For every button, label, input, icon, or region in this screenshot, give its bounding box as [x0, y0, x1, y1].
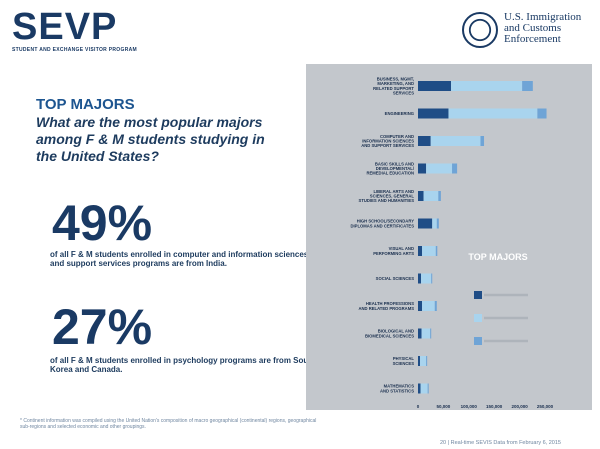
page-note: 20 | Real-time SEVIS Data from February …	[440, 440, 561, 446]
category-label: RELATED SUPPORT	[373, 86, 414, 91]
category-label: MATHEMATICS	[384, 384, 415, 389]
stat-1-value: 49%	[52, 195, 153, 251]
bar-segment	[418, 81, 452, 91]
category-label: AND STATISTICS	[380, 388, 414, 393]
bar-segment	[426, 163, 453, 174]
stat-2-text: of all F & M students enrolled in psycho…	[50, 356, 316, 374]
x-tick-label: 100,000	[461, 404, 478, 409]
category-label: HIGH SCHOOL/SECONDARY	[357, 219, 415, 224]
category-label: HEALTH PROFESSIONS	[366, 301, 414, 306]
agency-line-1: U.S. Immigration	[504, 11, 582, 23]
bar-segment	[480, 136, 485, 146]
bar-segment	[418, 273, 422, 284]
category-label: BUSINESS, MGMT,	[377, 77, 414, 82]
category-label: DIPLOMAS AND CERTIFICATES	[350, 223, 414, 228]
category-label: BIOLOGICAL AND	[378, 329, 414, 334]
category-label: REMEDIAL EDUCATION	[366, 171, 414, 176]
x-tick-label: 200,000	[511, 404, 528, 409]
bar-segment	[426, 356, 428, 366]
bar-segment	[522, 81, 533, 91]
dhs-seal-icon	[462, 12, 498, 48]
bar-segment	[418, 301, 423, 311]
bar-segment	[434, 301, 437, 311]
agency-line-2: and Customs	[504, 22, 562, 34]
bar-segment	[418, 108, 449, 119]
category-label: SERVICES	[393, 90, 414, 95]
section-heading: TOP MAJORS	[36, 96, 135, 113]
category-label: LIBERAL ARTS AND	[373, 189, 414, 194]
stat-1-text: of all F & M students enrolled in comput…	[50, 250, 309, 268]
legend-swatch	[474, 337, 482, 345]
logo-title: SEVP	[12, 6, 118, 48]
bar-segment	[420, 383, 428, 394]
category-label: SOCIAL SCIENCES	[376, 276, 415, 281]
category-label: PERFORMING ARTS	[373, 251, 414, 256]
bar-segment	[418, 191, 424, 201]
bar-segment	[452, 163, 458, 174]
category-label: PHYSICAL	[393, 356, 415, 361]
bar-segment	[418, 246, 423, 256]
category-label: AND RELATED PROGRAMS	[358, 306, 414, 311]
category-label: BASIC SKILLS AND	[375, 161, 414, 166]
agency-line-3: Enforcement	[504, 33, 561, 45]
question-text: What are the most popular majors among F…	[36, 114, 265, 164]
bar-segment	[418, 328, 422, 339]
bar-segment	[418, 218, 433, 229]
bar-segment	[423, 191, 439, 201]
bar-segment	[418, 383, 421, 394]
bar-segment	[427, 383, 429, 394]
legend-swatch	[474, 291, 482, 299]
category-label: AND SUPPORT SERVICES	[361, 143, 414, 148]
legend-title: TOP MAJORS	[468, 252, 527, 262]
bar-segment	[438, 191, 441, 201]
category-label: INFORMATION SCIENCES	[362, 139, 414, 144]
bar-segment	[435, 246, 438, 256]
bar-segment	[430, 136, 481, 146]
bar-segment	[418, 163, 427, 174]
footnote: * Continent information was compiled usi…	[20, 418, 317, 430]
category-label: DEVELOPMENTAL/	[376, 166, 415, 171]
bar-segment	[448, 108, 538, 119]
x-tick-label: 0	[417, 404, 420, 409]
bar-segment	[422, 301, 435, 311]
bar-segment	[418, 356, 421, 366]
agency-name: U.S. Immigration and Customs Enforcement	[504, 12, 581, 45]
category-label: BIOMEDICAL SCIENCES	[365, 333, 414, 338]
bar-segment	[451, 81, 523, 91]
category-label: MARKETING, AND	[377, 81, 414, 86]
bar-segment	[537, 108, 547, 119]
stat-2-value: 27%	[52, 299, 153, 355]
x-tick-label: 50,000	[437, 404, 451, 409]
sevp-logo: SEVP STUDENT AND EXCHANGE VISITOR PROGRA…	[12, 8, 137, 53]
category-label: VISUAL AND	[389, 246, 414, 251]
category-label: STUDIES AND HUMANITIES	[359, 198, 415, 203]
bar-segment	[420, 356, 427, 366]
bar-segment	[436, 218, 439, 229]
chart-panel: BUSINESS, MGMT, MARKETING, AND RELATED SUP…	[306, 64, 592, 410]
category-label: SCIENCES, GENERAL	[370, 194, 415, 199]
x-tick-label: 150,000	[486, 404, 503, 409]
bar-segment	[431, 273, 433, 284]
logo-subtitle: STUDENT AND EXCHANGE VISITOR PROGRAM	[12, 47, 137, 53]
bar-segment	[432, 218, 437, 229]
category-label: SCIENCES	[393, 361, 415, 366]
category-label: ENGINEERING	[385, 111, 414, 116]
legend-swatch	[474, 314, 482, 322]
bar-segment	[422, 246, 436, 256]
category-label: COMPUTER AND	[380, 134, 414, 139]
bar-segment	[418, 136, 431, 146]
ice-logo: U.S. Immigration and Customs Enforcement	[462, 12, 581, 48]
x-tick-label: 250,000	[537, 404, 554, 409]
bar-segment	[421, 273, 432, 284]
bar-segment	[421, 328, 431, 339]
bar-segment	[430, 328, 432, 339]
